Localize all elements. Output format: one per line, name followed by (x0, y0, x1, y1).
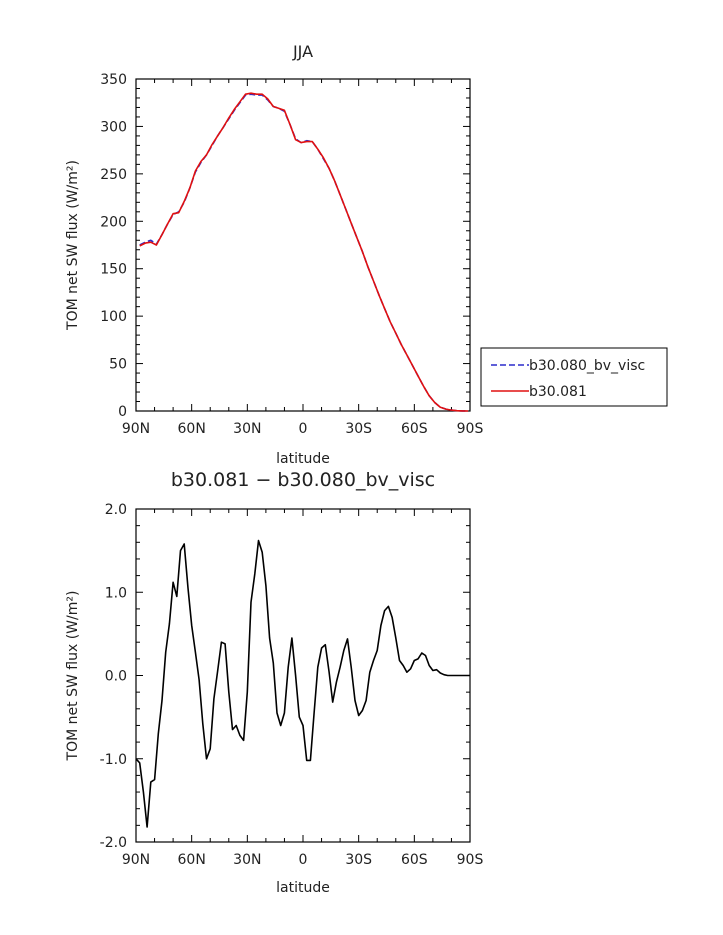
y-tick-label: -2.0 (100, 835, 127, 851)
x-tick-label: 30N (233, 852, 261, 868)
y-tick-label: 2.0 (105, 502, 127, 518)
y-tick-label: 1.0 (105, 585, 127, 601)
y-tick-label: 50 (109, 357, 127, 373)
x-tick-label: 90S (457, 421, 484, 437)
chart-title: b30.081 − b30.080_bv_visc (171, 469, 435, 491)
x-tick-label: 60S (401, 852, 428, 868)
x-axis-label: latitude (276, 451, 330, 467)
y-tick-label: 0.0 (105, 669, 127, 685)
y-tick-label: 350 (100, 72, 127, 88)
x-tick-label: 90S (457, 852, 484, 868)
legend-box (480, 347, 668, 407)
x-tick-label: 0 (299, 421, 308, 437)
x-tick-label: 90N (122, 852, 150, 868)
legend-entry-label: b30.080_bv_visc (529, 358, 645, 374)
y-tick-label: 300 (100, 119, 127, 135)
plot-frame (135, 78, 471, 412)
legend-entry-label: b30.081 (529, 384, 587, 400)
y-axis-label: TOM net SW flux (W/m²) (65, 591, 81, 762)
x-tick-label: 90N (122, 421, 150, 437)
chart-title: JJA (292, 42, 313, 61)
series-line-b30-081 (139, 92, 469, 412)
y-tick-label: 150 (100, 262, 127, 278)
y-tick-label: 250 (100, 167, 127, 183)
x-tick-label: 60S (401, 421, 428, 437)
x-axis-label: latitude (276, 880, 330, 896)
x-tick-label: 30S (345, 852, 372, 868)
x-tick-label: 60N (178, 852, 206, 868)
x-tick-label: 0 (299, 852, 308, 868)
y-axis-label: TOM net SW flux (W/m²) (65, 160, 81, 331)
y-tick-label: -1.0 (100, 752, 127, 768)
y-tick-label: 0 (118, 404, 127, 420)
y-tick-label: 100 (100, 309, 127, 325)
x-tick-label: 30N (233, 421, 261, 437)
series-line-difference (135, 539, 470, 828)
x-tick-label: 30S (345, 421, 372, 437)
y-tick-label: 200 (100, 214, 127, 230)
x-tick-label: 60N (178, 421, 206, 437)
